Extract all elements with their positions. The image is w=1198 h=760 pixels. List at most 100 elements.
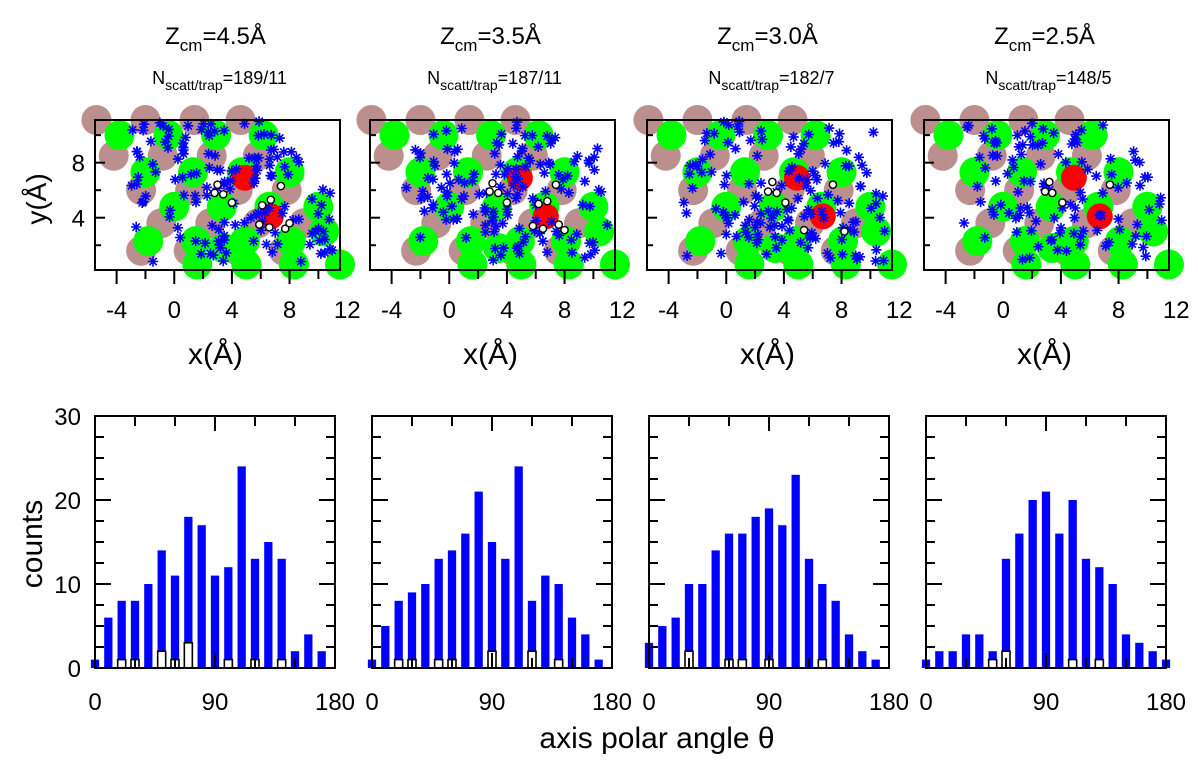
trap-point xyxy=(276,181,286,191)
scatter-point xyxy=(324,188,336,199)
scatter-point xyxy=(755,125,767,137)
scatter-point xyxy=(295,256,307,267)
scatter-point xyxy=(533,141,544,152)
scatter-point xyxy=(989,137,1000,149)
trap-point xyxy=(493,188,503,198)
lattice-atom xyxy=(133,226,164,257)
scatter-point xyxy=(163,131,174,142)
scatter-point xyxy=(801,174,813,185)
scatter-point xyxy=(776,221,788,232)
scatter-point xyxy=(282,169,294,180)
scatter-point xyxy=(818,212,829,223)
scatter-point xyxy=(214,239,225,251)
scatter-count-bar xyxy=(871,659,880,668)
scatter-point xyxy=(750,190,761,201)
lattice-atom xyxy=(457,249,488,280)
scatter-point xyxy=(258,129,270,140)
scatter-point xyxy=(539,167,550,179)
scatter-point xyxy=(979,133,990,144)
trap-count-bar xyxy=(737,658,748,669)
scatter-point xyxy=(877,190,888,202)
plot-frame xyxy=(923,119,1170,271)
scatter-point xyxy=(147,256,159,267)
scatter-point xyxy=(517,181,528,193)
trap-count-bar xyxy=(156,650,167,669)
scatter-point xyxy=(1055,222,1067,234)
trap-count-bar xyxy=(393,658,404,669)
scatter-point xyxy=(1007,154,1018,166)
scatter-point xyxy=(540,186,551,197)
scatter-point xyxy=(837,249,848,260)
scatter-point xyxy=(841,145,852,156)
scatter-point xyxy=(287,214,299,226)
trap-point xyxy=(528,221,538,231)
lattice-atom xyxy=(523,120,554,151)
scatter-point xyxy=(511,164,522,175)
scatter-point xyxy=(441,191,453,202)
scatter-count-bar xyxy=(407,592,417,668)
scatter-point xyxy=(279,201,290,212)
scatter-point xyxy=(279,161,290,172)
scatter-point xyxy=(1094,209,1105,220)
lattice-atom xyxy=(104,120,135,151)
scatter-point xyxy=(850,250,861,261)
scatter-point xyxy=(221,247,232,259)
trap-point xyxy=(538,224,548,234)
scatter-point xyxy=(459,177,470,189)
scatter-count-bar xyxy=(184,516,193,668)
scatter-point xyxy=(1121,177,1132,189)
lattice-atom xyxy=(455,226,486,257)
scatter-point xyxy=(1011,227,1022,238)
scatter-point xyxy=(224,183,236,195)
scatter-point xyxy=(270,227,281,238)
scatter-count-bar xyxy=(975,634,984,668)
scatter-point xyxy=(488,226,500,237)
scatter-point xyxy=(460,232,472,243)
scatter-point xyxy=(496,128,507,140)
scatter-point xyxy=(306,193,318,205)
scatter-point xyxy=(158,120,169,132)
x-tick-label: 0 xyxy=(919,689,932,716)
scatter-point xyxy=(720,210,731,221)
panel-subtitle: Nscatt/trap=148/5 xyxy=(985,68,1111,93)
scatter-count-bar xyxy=(237,466,246,668)
scatter-point xyxy=(1097,119,1109,131)
scatter-point xyxy=(972,181,983,192)
scatter-point xyxy=(172,153,184,165)
scatter-point xyxy=(579,176,590,187)
scatter-point xyxy=(879,225,890,237)
x-axis-label: x(Å) xyxy=(188,338,243,371)
scatter-point xyxy=(453,174,464,185)
scatter-point xyxy=(177,138,189,149)
scatter-point xyxy=(710,203,722,215)
scatter-point xyxy=(1044,184,1055,195)
scatter-count-bar xyxy=(474,491,483,668)
x-tick-label: -4 xyxy=(658,297,679,324)
scatter-count-bar xyxy=(581,634,590,668)
scatter-point xyxy=(718,116,729,128)
scatter-point xyxy=(751,237,762,249)
scatter-count-bar xyxy=(1081,558,1091,668)
scatter-point xyxy=(1138,242,1149,253)
scatter-count-bar xyxy=(197,525,206,668)
trap-count-bar xyxy=(1094,658,1105,669)
scatter-count-bar xyxy=(738,533,747,668)
scatter-point xyxy=(840,160,851,171)
scatter-point xyxy=(836,234,847,245)
scatter-point xyxy=(687,183,698,194)
lattice-atom xyxy=(656,120,687,151)
scatter-point xyxy=(807,166,818,177)
scatter-point xyxy=(1012,186,1024,198)
scatter-point xyxy=(201,182,213,193)
scatter-count-bar xyxy=(1068,500,1077,668)
scatter-point xyxy=(752,229,764,240)
scatter-point xyxy=(584,201,596,212)
scatter-point xyxy=(1038,181,1050,192)
scatter-point xyxy=(230,219,241,231)
scatter-count-bar xyxy=(935,651,944,668)
y-axis-label: counts xyxy=(16,500,49,588)
scatter-point xyxy=(304,239,316,250)
scatter-point xyxy=(253,116,265,127)
trap-point xyxy=(781,198,790,207)
scatter-point xyxy=(761,249,772,260)
